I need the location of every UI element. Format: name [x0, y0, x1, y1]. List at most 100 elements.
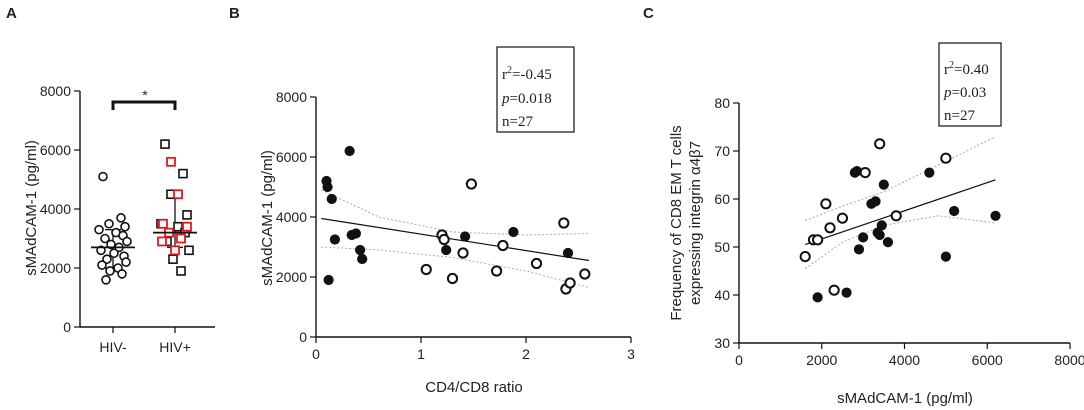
panel-a-point	[106, 239, 116, 250]
panel-b-point-open	[564, 277, 576, 289]
panel-c-stat-n: n=27	[944, 108, 975, 124]
panel-a-point	[184, 245, 194, 256]
panel-b-x-tick-label: 0	[312, 346, 320, 362]
panel-a-x-tick-label: HIV+	[159, 339, 191, 355]
panel-b-y-tick-label: 2000	[276, 269, 307, 285]
panel-a-point	[160, 139, 170, 149]
panel-a-point	[109, 248, 119, 259]
panel-a-point	[96, 245, 106, 256]
panel-c-point-filled	[924, 167, 935, 178]
panel-c-point-open	[824, 222, 836, 234]
panel-b-stats-frame	[496, 46, 575, 133]
panel-c-point-filled	[874, 229, 885, 241]
panel-c-point-open	[828, 284, 840, 296]
panel-a-point	[116, 213, 126, 223]
panel-c-point-filled	[812, 292, 823, 303]
panel-a-y-tick-label: 2000	[40, 260, 71, 276]
panel-c-point-filled	[990, 210, 1001, 221]
panel-b-point-open	[497, 239, 509, 252]
panel-b-point-filled	[326, 193, 337, 205]
panel-a-point	[104, 218, 114, 229]
panel-c-point-filled	[949, 205, 960, 217]
panel-b-point-open	[438, 233, 450, 246]
panel-b-x-axis-label: CD4/CD8 ratio	[425, 379, 523, 396]
panel-b-point-filled	[344, 145, 355, 157]
panel-label-a: A	[6, 5, 17, 22]
panel-b-point-filled	[322, 181, 333, 193]
panel-b-ci-lower	[321, 246, 590, 288]
panel-c-y-axis-label-line2: expressing integrin α4β7	[687, 141, 704, 305]
panel-c-point-filled	[858, 232, 869, 243]
panel-c-chart: Frequency of CD8 EM T cells expressing i…	[668, 42, 1084, 407]
panel-c-y-tick-label: 30	[714, 335, 730, 351]
panel-a-point	[100, 233, 110, 244]
panel-b-y-tick-label: 8000	[276, 89, 307, 105]
panel-b-ci-upper	[321, 189, 590, 236]
panel-c-point-open	[820, 198, 832, 210]
panel-c-point-filled	[940, 251, 951, 262]
panel-b-point-open	[446, 272, 459, 285]
panel-a-y-tick-label: 0	[63, 319, 71, 335]
panel-b-point-filled	[562, 247, 574, 259]
panel-c-y-tick-label: 50	[714, 239, 730, 255]
panel-c-x-axis-label: sMAdCAM-1 (pg/ml)	[837, 390, 973, 407]
panel-a-point-highlight	[173, 189, 183, 200]
panel-b-point-filled	[357, 253, 368, 265]
panel-b-point-open	[457, 247, 469, 259]
panel-b-point-filled	[323, 274, 334, 286]
panel-a-y-axis-label: sMAdCAM-1 (pg/ml)	[23, 140, 40, 276]
panel-b-point-filled	[329, 234, 340, 245]
panel-b-point-open	[579, 268, 591, 280]
panel-a-point	[173, 221, 183, 232]
panel-c-ci-upper	[805, 136, 996, 222]
panel-b-y-tick-label: 6000	[276, 149, 307, 165]
panel-c-stat-r2: r2=0.40	[944, 60, 989, 78]
panel-c-point-filled	[841, 287, 852, 298]
panel-a-point	[122, 236, 132, 247]
panel-b-point-open	[558, 217, 570, 229]
panel-a-x-tick-label: HIV-	[99, 339, 127, 355]
panel-a-significance-star: *	[142, 87, 148, 103]
panel-b-stats-box: r2=-0.45 p=0.018 n=27	[496, 46, 575, 133]
panel-b-x-tick-label: 1	[417, 346, 425, 362]
panel-b-point-filled	[508, 226, 519, 238]
panel-c-stat-p: p=0.03	[943, 85, 986, 101]
panel-b-stat-r2: r2=-0.45	[502, 65, 552, 83]
panel-c-point-filled	[876, 220, 887, 231]
panel-c-x-tick-label: 8000	[1054, 352, 1084, 368]
panel-a-y-tick-label: 8000	[40, 83, 71, 99]
panel-b-chart: sMAdCAM-1 (pg/ml) CD4/CD8 ratio r2=-0.45…	[259, 46, 635, 396]
panel-a-point-highlight	[182, 221, 192, 232]
panel-a-point-highlight	[170, 245, 180, 256]
panel-a-chart: sMAdCAM-1 (pg/ml) * 0 2000 4000 6000 8000 HIV…	[23, 83, 215, 355]
panel-a-point	[105, 266, 115, 276]
panel-b-point-filled	[460, 231, 471, 242]
panel-b-x-tick-label: 2	[522, 346, 530, 362]
panel-c-point-open	[836, 212, 849, 224]
panel-c-x-tick-label: 2000	[806, 352, 837, 368]
panel-b-stat-n: n=27	[502, 114, 533, 130]
panel-c-point-open	[940, 152, 952, 164]
panel-a-point	[98, 171, 108, 182]
panel-c-point-open	[890, 210, 902, 222]
panel-a-point	[168, 254, 178, 264]
panel-c-y-tick-label: 40	[714, 287, 730, 303]
panel-c-stats-frame	[938, 42, 1002, 127]
panel-a-point-highlight	[158, 218, 168, 229]
panel-a-point	[102, 254, 112, 264]
panel-a-significance-bracket	[111, 100, 177, 110]
panel-a-point-highlight	[157, 236, 167, 247]
panel-c-y-tick-label: 80	[714, 95, 730, 111]
panel-b-point-open	[465, 178, 477, 190]
panel-a-point	[94, 224, 104, 235]
panel-b-point-filled	[350, 228, 361, 239]
panel-c-point-open	[859, 167, 871, 179]
panel-b-fit-line	[321, 217, 590, 262]
panel-a-y-tick-label: 6000	[40, 142, 71, 158]
panel-c-point-filled	[870, 196, 881, 207]
panel-b-point-open	[491, 265, 503, 277]
panel-a-point-highlight	[166, 156, 176, 167]
panel-b-point-open	[530, 257, 543, 270]
panel-a-point	[182, 210, 192, 220]
